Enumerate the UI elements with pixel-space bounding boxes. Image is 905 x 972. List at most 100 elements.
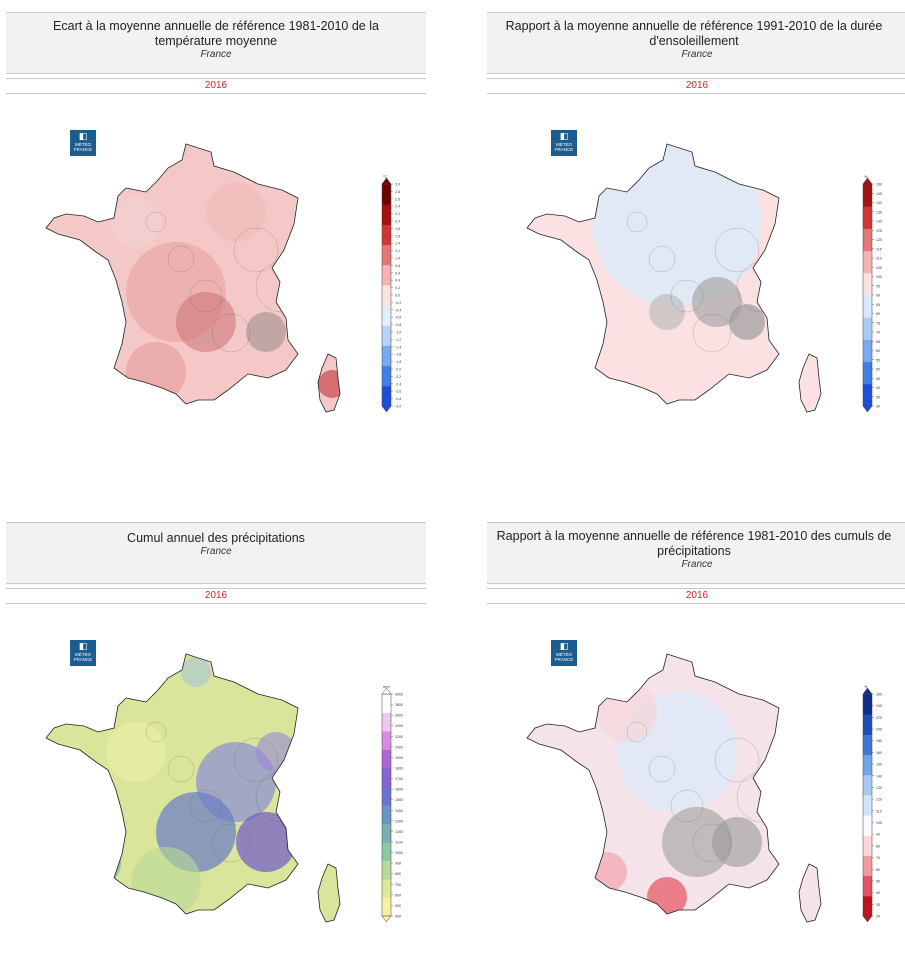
- colorbar-tick-label: 105: [876, 266, 882, 270]
- colorbar-tick-label: -3.0: [395, 405, 401, 409]
- panel-temperature: Ecart à la moyenne annuelle de référence…: [6, 12, 426, 462]
- colorbar-tick-label: 20: [876, 915, 880, 919]
- colorbar-tick-label: 2.2: [395, 212, 400, 216]
- colorbar-tick-label: 0.8: [395, 264, 400, 268]
- colorbar-swatch: [863, 383, 872, 407]
- panel-sunshine: Rapport à la moyenne annuelle de référen…: [487, 12, 905, 462]
- colorbar-tick-label: 700: [395, 883, 401, 887]
- colorbar-tick-label: 400: [395, 915, 401, 919]
- colorbar-tick-label: -1.2: [395, 338, 401, 342]
- colorbar-tick-label: 2800: [395, 703, 403, 707]
- colorbar: % 260 240 220 200 180 160 150 140 130 120 110 100 90 8…: [862, 684, 882, 923]
- colorbar-swatch: [382, 786, 391, 806]
- colorbar-tick-label: 260: [876, 693, 882, 697]
- colorbar-tick-label: 500: [395, 904, 401, 908]
- colorbar-tick-label: 180: [876, 739, 882, 743]
- panel-header: Ecart à la moyenne annuelle de référence…: [6, 12, 426, 74]
- panel-title-line2: précipitations: [657, 544, 731, 558]
- colorbar-tick-label: 2000: [395, 745, 403, 749]
- colorbar-tick-label: 1300: [395, 819, 403, 823]
- colorbar-tick-label: 2200: [395, 735, 403, 739]
- colorbar-swatch: [863, 694, 872, 715]
- colorbar-tick-label: 1800: [395, 767, 403, 771]
- colorbar-swatch: [382, 749, 391, 769]
- meteo-france-logo: ◧ MÉTÉO FRANCE: [551, 130, 577, 156]
- colorbar-tick-label: 100: [876, 275, 882, 279]
- colorbar-swatch: [382, 768, 391, 787]
- colorbar-unit: %: [864, 684, 868, 689]
- colorbar-unit: mm: [383, 684, 390, 689]
- colorbar: mm 3000 2800 2600 2400 2200 2000 1900 1800 1700 16…: [381, 684, 403, 923]
- panel-year: 2016: [6, 78, 426, 94]
- colorbar-swatch: [863, 774, 872, 796]
- colorbar-swatch: [863, 317, 872, 340]
- colorbar-swatch: [382, 842, 391, 861]
- colorbar-tick-label: -1.4: [395, 345, 401, 349]
- colorbar-tick-label: 1000: [395, 851, 403, 855]
- colorbar-swatch: [382, 224, 391, 246]
- colorbar-tick-label: 0.0: [395, 294, 400, 298]
- colorbar-tick-label: 125: [876, 229, 882, 233]
- panel-year: 2016: [487, 78, 905, 94]
- colorbar-tick-label: 1.0: [395, 257, 400, 261]
- colorbar-tick-label: 95: [876, 284, 880, 288]
- colorbar-tick-label: 240: [876, 704, 882, 708]
- colorbar-tick-label: -2.4: [395, 382, 401, 386]
- colorbar-tick-label: -1.6: [395, 353, 401, 357]
- colorbar-tick-label: 30: [876, 405, 880, 409]
- colorbar-tick-label: -0.8: [395, 323, 401, 327]
- colorbar-tick-label: 65: [876, 340, 880, 344]
- colorbar-swatch: [863, 250, 872, 274]
- colorbar-tick-label: 110: [876, 809, 882, 813]
- colorbar-tick-label: -2.8: [395, 397, 401, 401]
- colorbar-swatch: [382, 897, 391, 917]
- colorbar-tick-label: 70: [876, 331, 880, 335]
- panel-header: Rapport à la moyenne annuelle de référen…: [487, 522, 905, 584]
- meteo-france-logo: ◧ MÉTÉO FRANCE: [70, 640, 96, 666]
- colorbar-swatch: [382, 264, 391, 286]
- colorbar-tick-label: 90: [876, 294, 880, 298]
- colorbar-tick-label: 1.8: [395, 227, 400, 231]
- panel-title-line1: Cumul annuel des précipitations: [127, 531, 305, 545]
- colorbar-swatch: [863, 206, 872, 229]
- colorbar-swatch: [863, 815, 872, 836]
- colorbar-tick-label: 0.4: [395, 279, 400, 283]
- colorbar-tick-label: 2.0: [395, 220, 400, 224]
- colorbar-tick-label: 1100: [395, 841, 403, 845]
- colorbar-tick-label: 60: [876, 349, 880, 353]
- colorbar-tick-label: 3.0: [395, 183, 400, 187]
- colorbar-tick-label: 220: [876, 716, 882, 720]
- colorbar-tick-label: 2600: [395, 714, 403, 718]
- colorbar-tick-label: -0.4: [395, 308, 401, 312]
- colorbar-tick-label: -2.6: [395, 390, 401, 394]
- colorbar-tick-label: 115: [876, 247, 882, 251]
- colorbar-tick-label: 1.2: [395, 249, 400, 253]
- panel-year: 2016: [487, 588, 905, 604]
- colorbar-swatch: [863, 895, 872, 917]
- meteo-france-logo: ◧ MÉTÉO FRANCE: [551, 640, 577, 666]
- colorbar-swatch: [863, 339, 872, 363]
- colorbar-swatch: [863, 295, 872, 318]
- panel-title-line2: d'ensoleillement: [649, 34, 739, 48]
- colorbar-swatch: [382, 805, 391, 824]
- colorbar-swatch: [382, 694, 391, 713]
- colorbar-tick-label: 1500: [395, 798, 403, 802]
- colorbar-tick-label: -0.2: [395, 301, 401, 305]
- colorbar-swatch: [863, 714, 872, 735]
- colorbar-swatch: [863, 734, 872, 756]
- panel-year: 2016: [6, 588, 426, 604]
- colorbar-tick-label: 150: [876, 183, 882, 187]
- colorbar-swatch: [382, 860, 391, 880]
- colorbar-tick-label: 1600: [395, 788, 403, 792]
- colorbar-tick-label: 40: [876, 891, 880, 895]
- panel-subtitle: France: [681, 49, 713, 60]
- colorbar-swatch: [863, 361, 872, 385]
- colorbar-swatch: [863, 272, 872, 296]
- panel-header: Rapport à la moyenne annuelle de référen…: [487, 12, 905, 74]
- colorbar-tick-label: 1900: [395, 756, 403, 760]
- colorbar-unit: %: [864, 174, 868, 179]
- colorbar-tick-label: 130: [876, 786, 882, 790]
- colorbar-swatch: [863, 228, 872, 252]
- panel-subtitle: France: [681, 559, 713, 570]
- colorbar-tick-label: 2.8: [395, 190, 400, 194]
